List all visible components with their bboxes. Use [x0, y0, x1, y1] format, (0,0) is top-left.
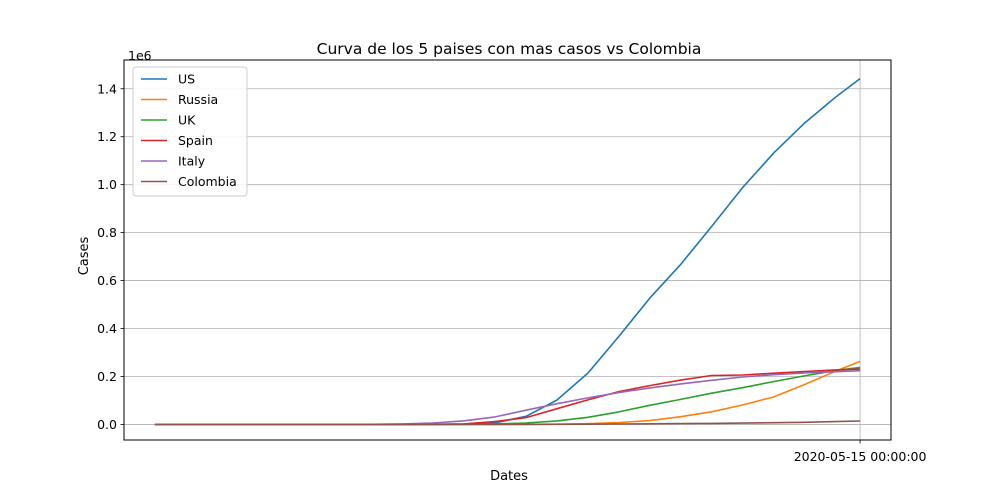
y-offset-label: 1e6 — [128, 48, 152, 63]
legend-label-italy: Italy — [178, 154, 206, 169]
plot-frame — [123, 59, 892, 441]
y-tick-label: 0.0 — [97, 417, 117, 432]
legend: US Russia UK Spain Italy Colombia — [132, 66, 248, 197]
y-tick-label: 0.6 — [97, 273, 117, 288]
legend-label-uk: UK — [178, 113, 196, 128]
x-axis-label: Dates — [490, 469, 528, 484]
y-axis-label: Cases — [77, 236, 92, 275]
x-axis-ticks: 2020-05-15 00:00:00 — [794, 440, 927, 464]
legend-label-spain: Spain — [178, 133, 213, 148]
legend-label-colombia: Colombia — [178, 174, 237, 189]
y-tick-label: 0.4 — [97, 321, 117, 336]
y-tick-label: 1.0 — [97, 177, 117, 192]
x-tick-label: 2020-05-15 00:00:00 — [794, 449, 927, 464]
y-tick-label: 0.2 — [97, 369, 117, 384]
legend-label-us: US — [178, 72, 195, 87]
y-tick-label: 1.4 — [97, 81, 117, 96]
legend-label-russia: Russia — [178, 92, 218, 107]
y-tick-label: 0.8 — [97, 225, 117, 240]
chart-title: Curva de los 5 paises con mas casos vs C… — [317, 40, 702, 58]
y-axis-ticks: 0.0 0.2 0.4 0.6 0.8 1.0 1.2 1.4 — [97, 81, 124, 432]
series-line-colombia — [154, 420, 861, 426]
series-lines — [154, 77, 861, 426]
y-tick-label: 1.2 — [97, 129, 117, 144]
